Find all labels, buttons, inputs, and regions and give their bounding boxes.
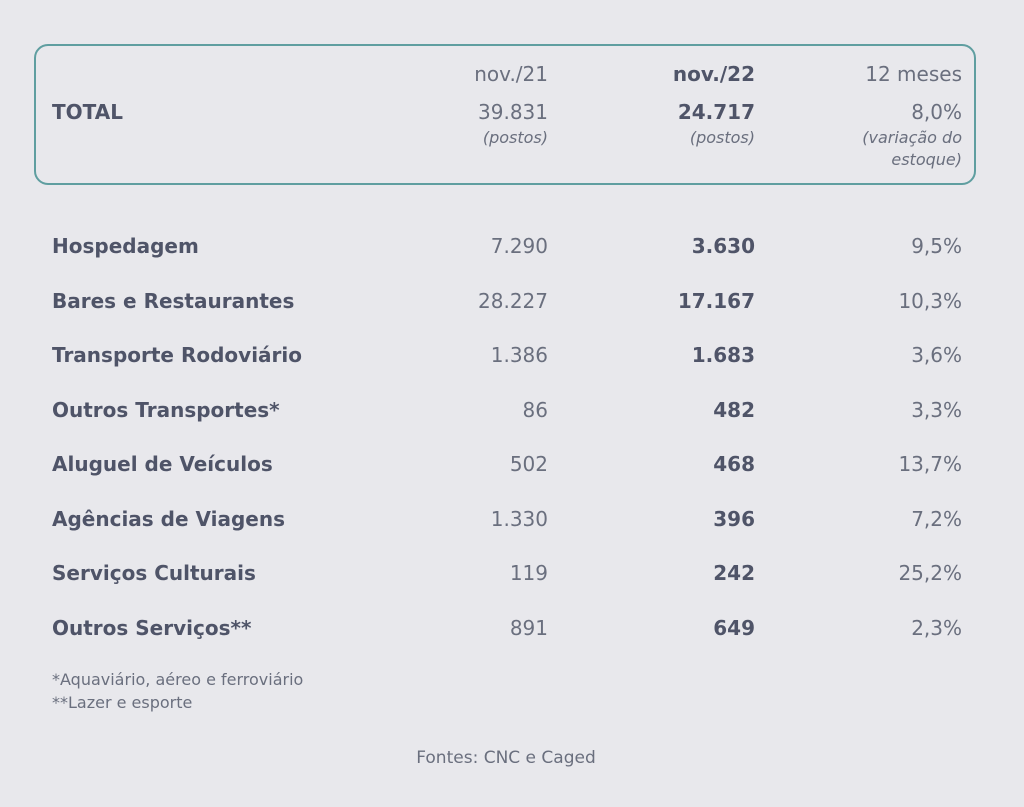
row-nov22-value: 17.167	[677, 289, 755, 313]
row-nov21-value: 119	[509, 561, 548, 585]
row-nov22-value: 242	[713, 561, 755, 585]
row-label: Agências de Viagens	[52, 507, 286, 531]
row-12-meses-value: 9,5%	[911, 234, 962, 258]
footnote-outros-transportes: *Aquaviário, aéreo e ferroviário	[52, 670, 304, 689]
total-summary-box	[34, 44, 976, 185]
row-12-meses-value: 3,3%	[911, 398, 962, 422]
row-12-meses-value: 13,7%	[898, 452, 962, 476]
total-12-meses-unit-line2: estoque)	[891, 150, 962, 169]
source-text: Fontes: CNC e Caged	[416, 748, 596, 768]
row-label: Hospedagem	[52, 234, 199, 258]
row-nov22-value: 396	[713, 507, 755, 531]
row-nov21-value: 1.330	[490, 507, 548, 531]
row-label: Aluguel de Veículos	[52, 452, 273, 476]
row-nov22-value: 3.630	[691, 234, 755, 258]
row-12-meses-value: 2,3%	[911, 616, 962, 640]
header-nov21: nov./21	[474, 62, 548, 86]
row-nov22-value: 1.683	[691, 343, 755, 367]
row-nov21-value: 891	[509, 616, 548, 640]
total-nov21-value: 39.831	[478, 100, 548, 124]
row-nov21-value: 86	[522, 398, 548, 422]
row-label: Outros Transportes*	[52, 398, 280, 422]
total-12-meses-value: 8,0%	[911, 100, 962, 124]
row-nov22-value: 649	[713, 616, 755, 640]
row-nov21-value: 7.290	[490, 234, 548, 258]
row-label: Serviços Culturais	[52, 561, 256, 585]
row-nov22-value: 482	[713, 398, 755, 422]
footnote-outros-servicos: **Lazer e esporte	[52, 693, 193, 712]
total-12-meses-unit-line1: (variação do	[862, 128, 962, 147]
total-nov21-unit: (postos)	[482, 128, 548, 147]
row-nov22-value: 468	[713, 452, 755, 476]
row-nov21-value: 28.227	[478, 289, 548, 313]
row-nov21-value: 502	[509, 452, 548, 476]
row-label: Bares e Restaurantes	[52, 289, 295, 313]
row-label: Transporte Rodoviário	[52, 343, 302, 367]
header-12-meses: 12 meses	[865, 62, 962, 86]
row-12-meses-value: 7,2%	[911, 507, 962, 531]
total-label: TOTAL	[52, 100, 123, 124]
row-12-meses-value: 10,3%	[898, 289, 962, 313]
total-nov22-unit: (postos)	[689, 128, 755, 147]
header-nov22: nov./22	[672, 62, 755, 86]
total-nov22-value: 24.717	[677, 100, 755, 124]
row-12-meses-value: 3,6%	[911, 343, 962, 367]
row-nov21-value: 1.386	[490, 343, 548, 367]
row-12-meses-value: 25,2%	[898, 561, 962, 585]
row-label: Outros Serviços**	[52, 616, 252, 640]
